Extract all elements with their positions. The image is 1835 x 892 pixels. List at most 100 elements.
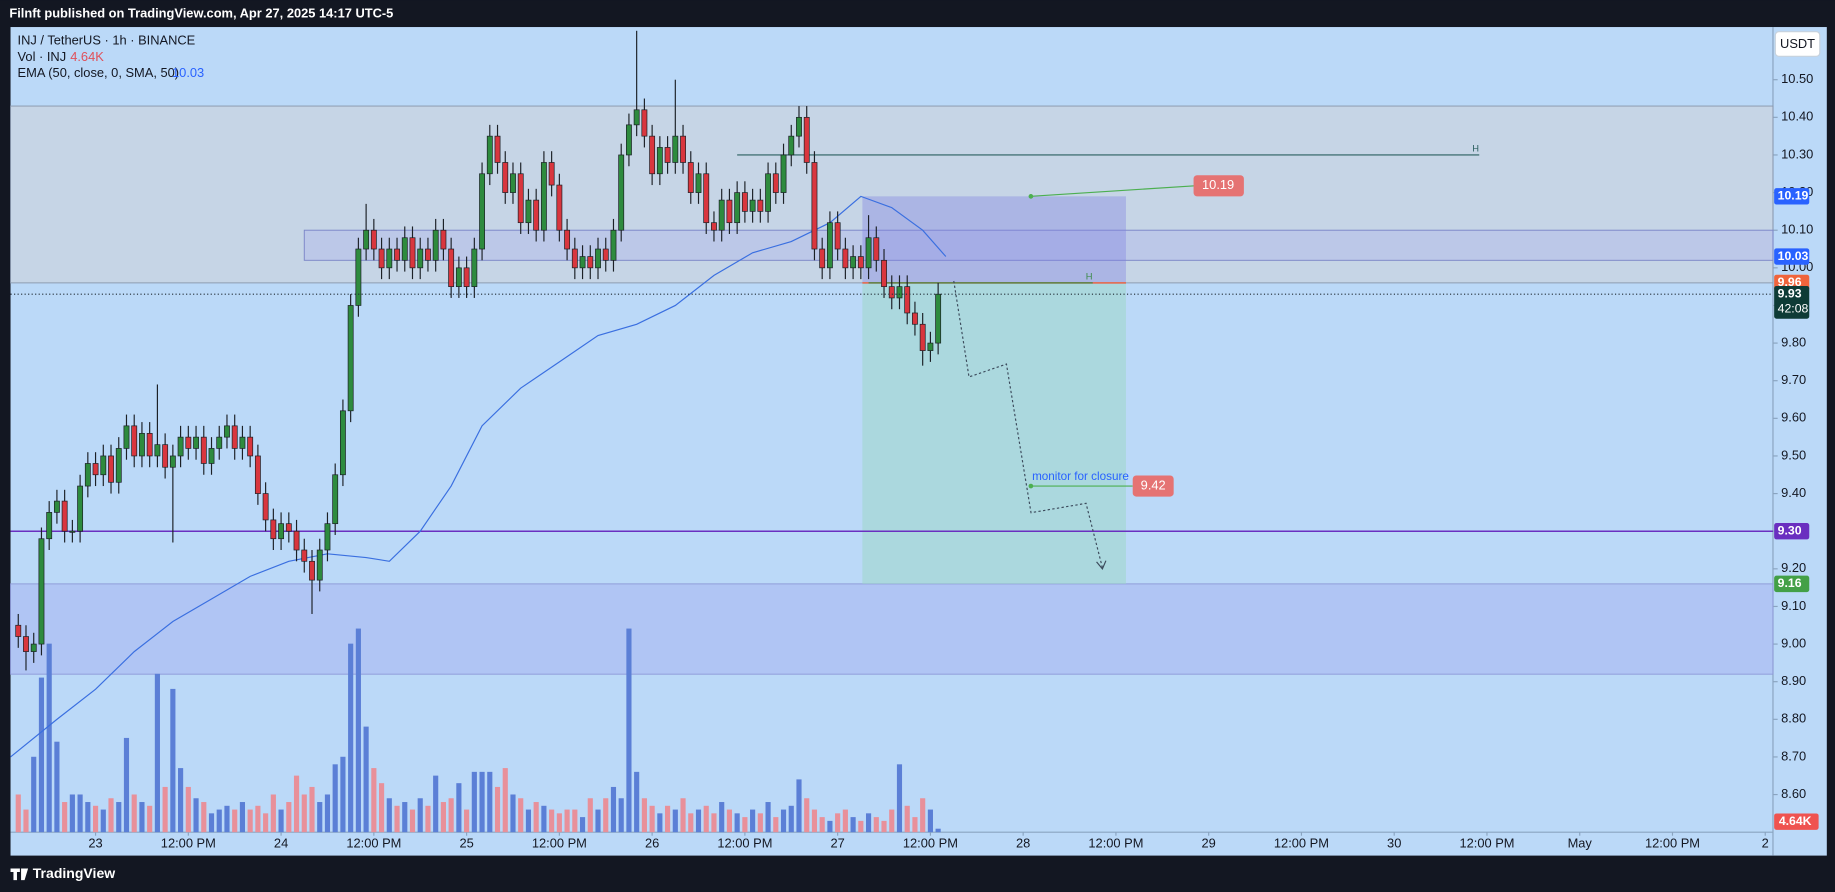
volume-bar <box>757 813 763 833</box>
x-tick-label: 12:00 PM <box>161 835 216 850</box>
volume-bar <box>340 756 346 833</box>
candle-body <box>239 436 246 449</box>
volume-bar <box>46 643 52 833</box>
volume-bar <box>804 798 810 833</box>
candle-body <box>92 463 99 476</box>
price-badge <box>1774 285 1810 319</box>
plot-layer: 10.5010.4010.3010.2010.1010.009.909.809.… <box>10 30 1819 850</box>
y-tick-label: 8.90 <box>1781 673 1806 688</box>
candle-body <box>633 109 640 126</box>
candle-body <box>370 229 377 250</box>
currency[interactable]: USDT <box>1780 36 1815 51</box>
candle-body <box>324 523 331 551</box>
candle-body <box>672 135 679 163</box>
candle-body <box>927 342 934 351</box>
volume-bar <box>595 809 601 833</box>
volume-bar <box>688 813 694 833</box>
candle-body <box>278 523 285 540</box>
candle-body <box>618 154 625 231</box>
candle-body <box>262 493 269 521</box>
volume-bar <box>541 805 547 833</box>
candle-body <box>803 116 810 163</box>
x-tick-label: 27 <box>830 835 844 850</box>
candle-body <box>510 173 516 193</box>
x-tick-label: 12:00 PM <box>532 835 587 850</box>
candle-body <box>602 248 609 261</box>
volume-bar <box>139 802 145 833</box>
volume-bar <box>920 798 926 833</box>
candle-body <box>757 199 764 212</box>
volume-bar <box>456 783 462 833</box>
candle-body <box>502 162 509 193</box>
volume-bar <box>904 805 910 833</box>
candle-body <box>718 199 725 231</box>
candle-body <box>386 248 393 269</box>
note-badge <box>1132 475 1174 497</box>
candle-body <box>200 436 207 464</box>
volume-bar <box>417 798 423 833</box>
candle-body <box>69 530 76 533</box>
x-tick-label: 12:00 PM <box>346 835 401 850</box>
y-tick-label: 8.70 <box>1781 748 1806 763</box>
x-tick-label: 12:00 PM <box>1459 835 1514 850</box>
volume-bar <box>618 798 624 833</box>
currency-button[interactable] <box>1774 31 1821 57</box>
candle-body <box>417 248 424 269</box>
candle-body <box>146 433 153 457</box>
volume-badge <box>1774 813 1819 830</box>
candle-body <box>695 173 702 193</box>
volume-bar <box>603 798 609 833</box>
candle-body <box>316 549 323 581</box>
volume-bar <box>610 786 617 833</box>
candle-body <box>162 444 169 468</box>
volume-bar <box>386 798 392 833</box>
candle-body <box>881 259 887 287</box>
volume-bar <box>38 677 45 833</box>
volume-bar <box>572 809 578 833</box>
x-tick-label: 25 <box>459 835 473 850</box>
candle-body <box>865 237 872 269</box>
candle-body <box>432 229 439 261</box>
candle-body <box>479 173 485 250</box>
volume-bar <box>765 802 771 833</box>
volume-bar <box>108 798 114 833</box>
x-tick-label: May <box>1568 835 1593 850</box>
y-tick-label: 10.10 <box>1781 222 1813 237</box>
volume-bar <box>502 768 508 833</box>
price-badge-label: 10.03 <box>1778 249 1809 263</box>
stop-area <box>862 196 1126 283</box>
volume-bar <box>811 809 818 833</box>
candle-body <box>363 229 370 250</box>
volume-bar <box>100 809 106 833</box>
candle-body <box>842 248 849 269</box>
candle-body <box>749 199 756 212</box>
candle-body <box>115 448 122 483</box>
volume-bar <box>835 813 841 833</box>
candle-body <box>61 500 68 532</box>
volume-bar <box>889 809 895 833</box>
volume-bar <box>147 805 153 833</box>
note-value: 10.19 <box>1202 177 1234 192</box>
volume-bar <box>286 802 292 833</box>
x-tick-label: 26 <box>645 835 659 850</box>
volume-bar <box>533 802 539 833</box>
volume-bar <box>525 809 532 833</box>
note-point <box>1028 194 1034 199</box>
volume-bar <box>15 794 21 833</box>
volume-bar <box>232 809 238 833</box>
candle-body <box>448 248 455 287</box>
volume-bar <box>626 628 632 833</box>
volume-bar <box>363 726 369 833</box>
candle-body <box>177 436 184 457</box>
x-tick-label: 12:00 PM <box>717 835 772 850</box>
ema-legend: EMA (50, close, 0, SMA, 50) <box>18 65 180 80</box>
h-line-label: H <box>1086 271 1093 281</box>
projection-arrow <box>1096 560 1107 570</box>
candle-body <box>626 124 632 156</box>
candle-body <box>919 323 926 351</box>
zone <box>10 583 1774 675</box>
volume-bar <box>657 813 663 833</box>
volume-bar <box>896 764 903 833</box>
volume-bar <box>162 786 168 833</box>
candle-body <box>378 248 385 269</box>
